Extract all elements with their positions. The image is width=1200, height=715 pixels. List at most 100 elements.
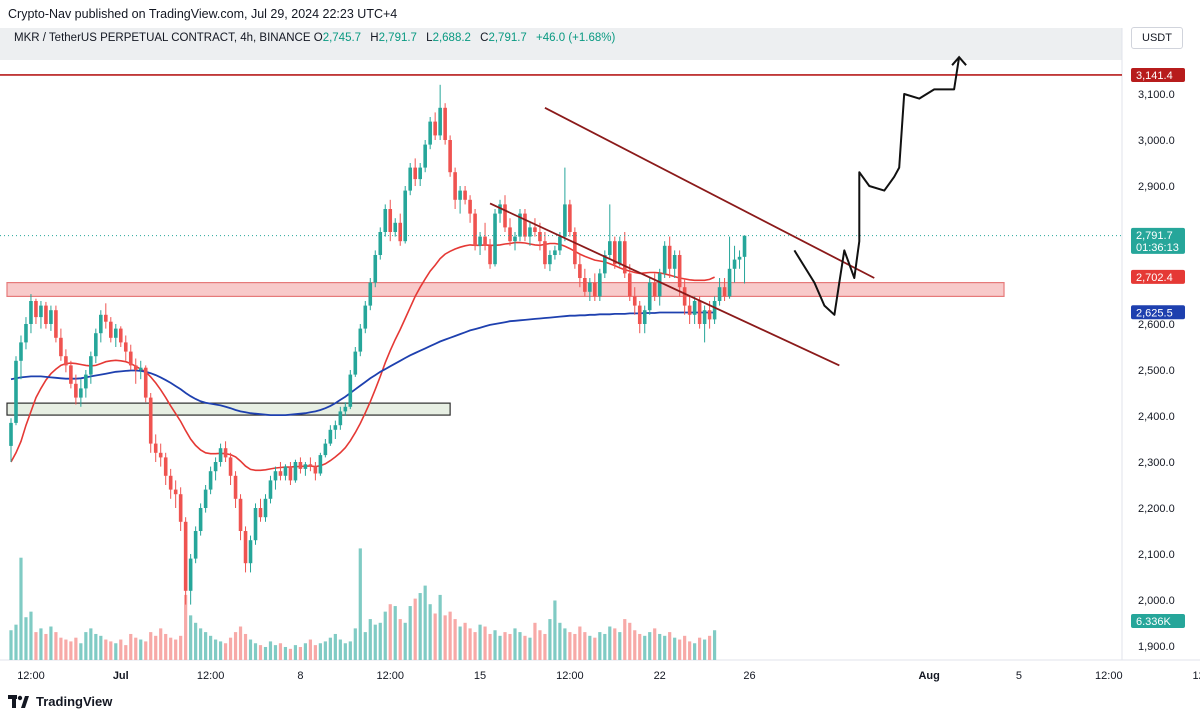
volume-bar bbox=[258, 645, 263, 660]
candle-body bbox=[84, 374, 88, 389]
volume-bar bbox=[89, 628, 93, 660]
candle-body bbox=[707, 310, 712, 320]
candle-body bbox=[148, 397, 153, 444]
price-tag-box bbox=[1131, 305, 1185, 320]
volume-bar bbox=[683, 635, 687, 660]
volume-bar bbox=[64, 639, 68, 660]
candle-body bbox=[632, 296, 637, 306]
candle-body bbox=[637, 305, 642, 324]
volume-bar bbox=[493, 630, 497, 660]
volume-bar bbox=[174, 639, 178, 660]
candle-body bbox=[238, 498, 243, 531]
volume-bar bbox=[358, 548, 362, 660]
candle-body bbox=[413, 167, 417, 180]
candle-body bbox=[313, 466, 318, 474]
candle-body bbox=[318, 455, 323, 474]
zone-rect bbox=[6, 282, 1005, 298]
volume-bar bbox=[458, 626, 462, 660]
volume-bar bbox=[263, 646, 268, 660]
volume-bar bbox=[698, 637, 702, 660]
price-chart[interactable]: 3,100.03,000.02,900.02,800.02,700.02,600… bbox=[0, 28, 1200, 690]
high-value: 2,791.7 bbox=[378, 32, 417, 44]
volume-bar bbox=[712, 630, 717, 660]
candle-body bbox=[193, 531, 198, 559]
candle-body bbox=[138, 367, 143, 370]
currency-selector[interactable]: USDT bbox=[1131, 27, 1183, 49]
volume-bar bbox=[19, 557, 23, 660]
volume-bar bbox=[323, 641, 327, 660]
candle-body bbox=[268, 480, 273, 499]
candle-body bbox=[118, 328, 123, 343]
candle-body bbox=[428, 121, 432, 145]
ma-blue-line bbox=[10, 311, 715, 417]
projection-path[interactable] bbox=[793, 55, 967, 316]
price-tick-label: 1,900.0 bbox=[1138, 641, 1175, 653]
price-tick-label: 2,400.0 bbox=[1138, 411, 1175, 423]
tradingview-brand[interactable]: TradingView bbox=[8, 694, 112, 709]
volume-bar bbox=[154, 635, 158, 660]
candle-body bbox=[54, 310, 58, 338]
volume-bar bbox=[383, 611, 387, 660]
candle-body bbox=[163, 457, 168, 476]
volume-bar bbox=[468, 628, 472, 660]
volume-bar bbox=[608, 626, 612, 660]
volume-bar bbox=[668, 632, 672, 660]
volume-bar bbox=[169, 637, 173, 660]
volume-bar bbox=[278, 643, 283, 660]
volume-bar bbox=[54, 632, 58, 660]
time-axis[interactable]: 12:00 Jul 12:00 8 12:00 15 12:00 22 26 Aug 5 12:00 1… bbox=[17, 670, 1200, 682]
volume-bar bbox=[543, 633, 547, 660]
candle-body bbox=[263, 498, 268, 518]
close-key: C bbox=[480, 32, 489, 44]
candle-body bbox=[333, 425, 338, 430]
volume-bar bbox=[348, 641, 352, 660]
chart-background bbox=[0, 28, 1200, 690]
candle-body bbox=[608, 241, 612, 255]
volume-bar bbox=[114, 643, 118, 660]
volume-bar bbox=[418, 593, 422, 660]
candle-body bbox=[308, 464, 313, 467]
volume-bar bbox=[94, 633, 98, 660]
candle-body bbox=[403, 190, 408, 242]
candle-body bbox=[468, 199, 472, 214]
volume-bar bbox=[433, 613, 437, 660]
volume-bar bbox=[578, 626, 582, 660]
candle-body bbox=[583, 278, 587, 292]
candle-body bbox=[69, 365, 73, 384]
channel-line bbox=[544, 107, 875, 279]
candle-body bbox=[692, 301, 697, 315]
candle-body bbox=[203, 489, 208, 508]
candle-body bbox=[687, 305, 692, 315]
candle-body bbox=[283, 466, 288, 476]
volume-bar bbox=[293, 645, 298, 660]
volume-bar bbox=[618, 632, 622, 660]
candle-body bbox=[94, 333, 98, 357]
volume-bar bbox=[708, 635, 712, 660]
volume-bar bbox=[298, 646, 303, 660]
candle-body bbox=[543, 241, 547, 265]
projection-line bbox=[793, 57, 961, 316]
volume-bar bbox=[24, 617, 28, 660]
candle-body bbox=[418, 167, 422, 180]
candle-body bbox=[378, 232, 383, 255]
candle-body bbox=[732, 259, 737, 269]
price-tick-label: 2,200.0 bbox=[1138, 503, 1175, 515]
volume-bar bbox=[488, 633, 492, 660]
volume-tag-box bbox=[1131, 614, 1185, 628]
price-tick-label: 2,900.0 bbox=[1138, 181, 1175, 193]
volume-bar bbox=[318, 643, 322, 660]
candle-body bbox=[14, 360, 18, 423]
candle-body bbox=[9, 422, 13, 446]
candle-body bbox=[553, 250, 557, 255]
candle-body bbox=[622, 241, 627, 274]
descending-channel[interactable] bbox=[489, 107, 875, 367]
open-key: O bbox=[313, 32, 323, 44]
volume-bar bbox=[638, 633, 642, 660]
volume-bar bbox=[59, 637, 63, 660]
candle-body bbox=[373, 255, 378, 283]
candle-body bbox=[652, 282, 657, 297]
candle-body bbox=[338, 411, 343, 426]
candle-body bbox=[682, 287, 687, 306]
candle-body bbox=[49, 310, 53, 324]
volume-bar bbox=[184, 594, 188, 660]
